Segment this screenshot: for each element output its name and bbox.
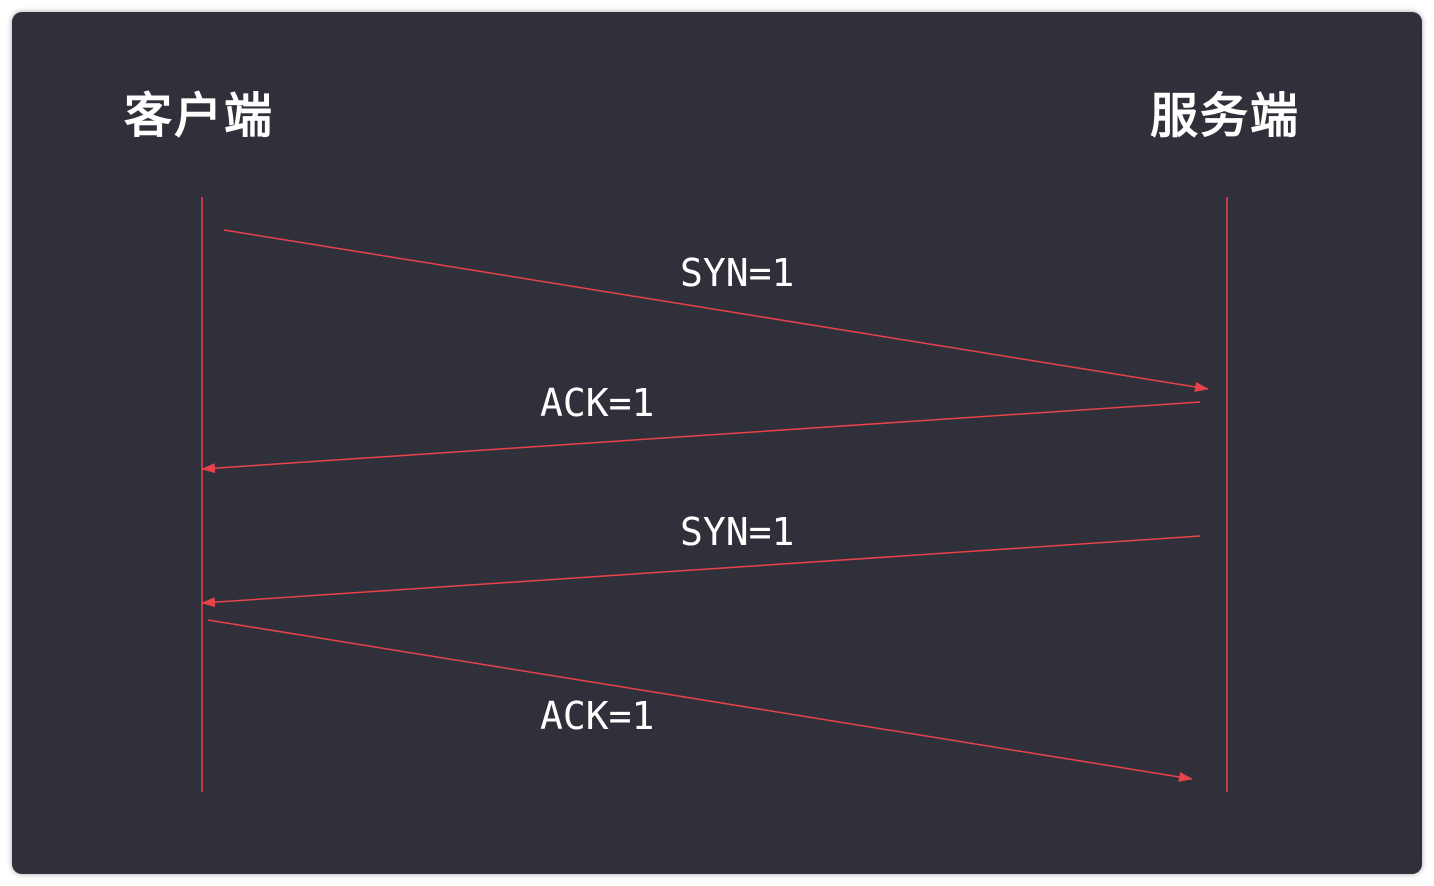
syn-arrow-2 xyxy=(201,535,1201,608)
diagram-canvas: 客户端 服务端 SYN=1 ACK=1 SYN=1 ACK=1 xyxy=(12,12,1422,874)
message-label: SYN=1 xyxy=(680,251,794,295)
message-label: ACK=1 xyxy=(540,381,654,425)
client-label: 客户端 xyxy=(124,88,275,144)
ack-arrow-2 xyxy=(207,619,1193,782)
message-label: SYN=1 xyxy=(680,510,794,554)
ack-arrow-1 xyxy=(201,401,1201,474)
sequence-diagram: SYN=1 ACK=1 SYN=1 ACK=1 xyxy=(201,197,1228,792)
message-label: ACK=1 xyxy=(540,694,654,738)
server-label: 服务端 xyxy=(1150,88,1301,144)
syn-arrow-1 xyxy=(223,229,1209,392)
